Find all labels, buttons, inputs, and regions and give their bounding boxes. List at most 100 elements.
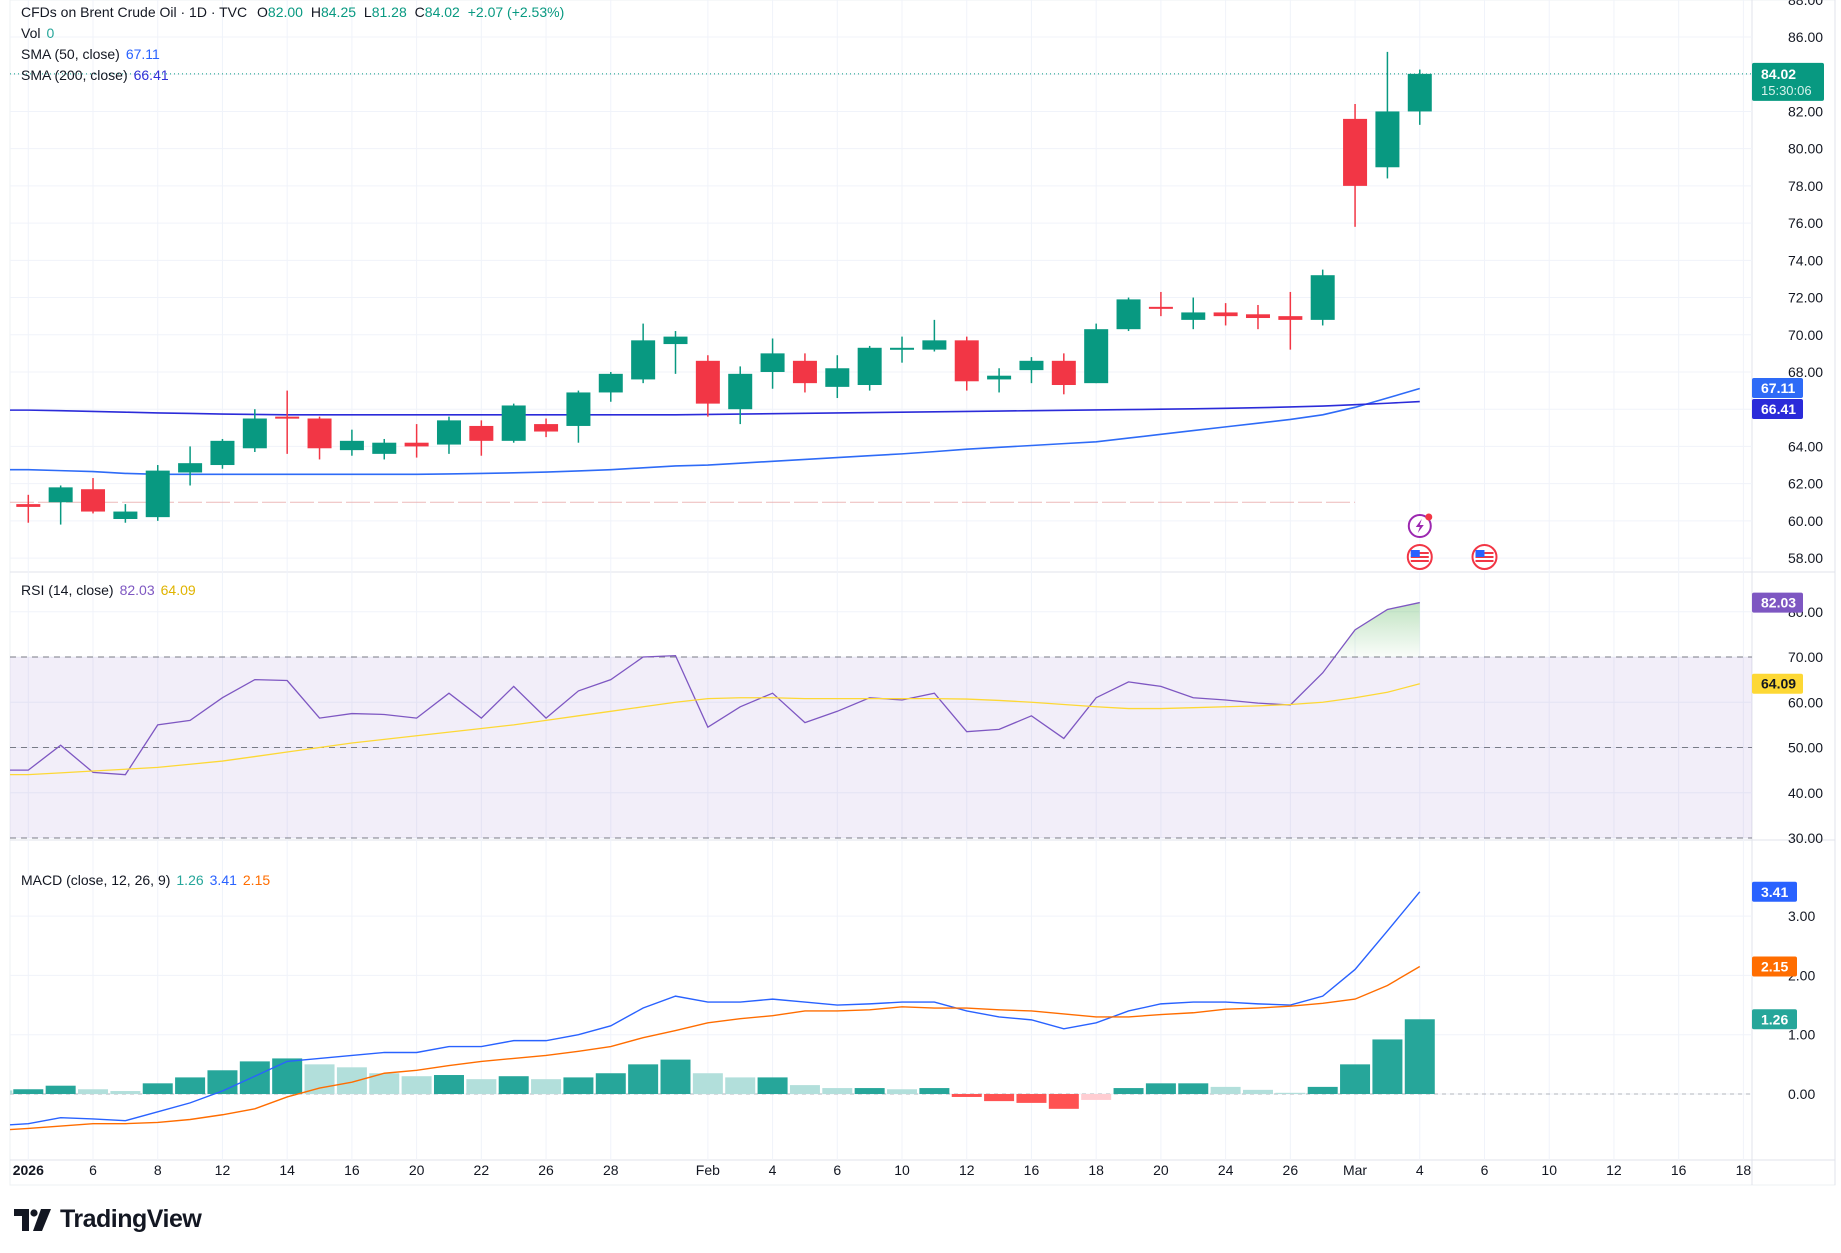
sma200-legend-row[interactable]: SMA (200, close) 66.41	[21, 67, 169, 83]
flag-stripe	[1410, 560, 1429, 562]
sma50-line[interactable]	[10, 387, 1421, 476]
macd-histogram-bar	[498, 1076, 529, 1094]
rsi-legend[interactable]: RSI (14, close) 82.03 64.09	[21, 580, 202, 601]
candle[interactable]	[663, 331, 688, 374]
candle-body	[501, 405, 526, 441]
candle-body	[372, 442, 397, 454]
candle[interactable]	[987, 368, 1012, 393]
macd-axis-badge	[1752, 881, 1797, 902]
last-price-badge[interactable]	[1752, 62, 1824, 101]
price-axis-tick: 62.00	[1788, 476, 1823, 492]
candle[interactable]	[534, 418, 559, 438]
bar-countdown: 15:30:06	[1761, 83, 1812, 98]
macd-histogram-bar	[272, 1058, 303, 1094]
candle[interactable]	[469, 420, 494, 456]
candle[interactable]	[1278, 291, 1303, 350]
time-axis-label: 26	[538, 1162, 554, 1178]
candle[interactable]	[372, 438, 397, 460]
macd-signal-line[interactable]	[9, 965, 1421, 1131]
sma50-legend-row[interactable]: SMA (50, close) 67.11	[21, 46, 160, 62]
candle[interactable]	[1051, 353, 1076, 395]
candle[interactable]	[1084, 323, 1109, 384]
candle[interactable]	[566, 390, 591, 443]
candle[interactable]	[145, 465, 170, 521]
macd-histogram-bar	[1210, 1086, 1241, 1094]
candle[interactable]	[242, 409, 267, 453]
macd-histogram-bar	[757, 1077, 788, 1094]
candle-body	[48, 487, 73, 503]
candle[interactable]	[404, 424, 429, 458]
candle[interactable]	[48, 485, 73, 525]
macd-histogram-bar	[563, 1077, 594, 1094]
candle[interactable]	[1116, 297, 1141, 332]
ohlc-close: C84.02	[414, 4, 460, 20]
us-flag-icon[interactable]	[1406, 544, 1433, 570]
candle[interactable]	[792, 353, 817, 393]
lightning-icon[interactable]	[1407, 513, 1433, 538]
macd-histogram-bar	[433, 1075, 464, 1094]
macd-hist-axis-badge-text: 1.26	[1761, 1011, 1788, 1027]
macd-axis-badge-text: 3.41	[1761, 884, 1788, 900]
candle[interactable]	[81, 478, 106, 514]
candle[interactable]	[501, 403, 526, 443]
candle-body	[178, 463, 203, 473]
candle[interactable]	[1407, 69, 1432, 125]
rsi-ma-line[interactable]	[10, 683, 1420, 776]
candle[interactable]	[760, 338, 785, 389]
candle[interactable]	[339, 429, 364, 456]
time-axis-label: 20	[1153, 1162, 1169, 1178]
candle[interactable]	[1375, 51, 1400, 179]
candle[interactable]	[436, 416, 461, 454]
candle[interactable]	[1310, 269, 1335, 326]
macd-legend[interactable]: MACD (close, 12, 26, 9) 1.26 3.41 2.15	[21, 870, 276, 891]
macd-histogram-bar	[401, 1076, 432, 1094]
volume-legend-row[interactable]: Vol 0	[21, 25, 55, 41]
tradingview-logo[interactable]: TradingView	[14, 1205, 202, 1234]
macd-histogram-bar	[1016, 1094, 1047, 1103]
macd-histogram-bar	[1113, 1088, 1144, 1094]
candle[interactable]	[695, 355, 720, 417]
macd-histogram-bar	[1275, 1092, 1306, 1094]
macd-histogram-bar	[466, 1079, 497, 1094]
candle[interactable]	[890, 336, 915, 363]
candle[interactable]	[1343, 103, 1368, 227]
macd-pane[interactable]	[9, 891, 1752, 1131]
macd-signal-axis-badge	[1752, 956, 1797, 977]
candle[interactable]	[857, 345, 882, 391]
us-flag-icon[interactable]	[1471, 544, 1498, 570]
candle[interactable]	[178, 446, 203, 486]
candle[interactable]	[1148, 291, 1173, 317]
candle[interactable]	[1181, 297, 1206, 330]
time-axis-label: 12	[1606, 1162, 1622, 1178]
candle-body	[695, 360, 720, 404]
candle[interactable]	[1213, 303, 1238, 326]
candle[interactable]	[954, 336, 979, 391]
rsi-line[interactable]	[10, 601, 1420, 776]
macd-line[interactable]	[9, 891, 1421, 1126]
candle[interactable]	[210, 438, 235, 469]
price-legend: CFDs on Brent Crude Oil · 1D · TVC O82.0…	[21, 2, 570, 86]
candle[interactable]	[598, 371, 623, 402]
candle[interactable]	[631, 323, 656, 384]
price-axis-tick: 70.00	[1788, 327, 1823, 343]
candle[interactable]	[1245, 304, 1270, 330]
candle[interactable]	[113, 504, 138, 523]
candle[interactable]	[728, 366, 753, 425]
symbol-legend-row: CFDs on Brent Crude Oil · 1D · TVC O82.0…	[21, 2, 570, 23]
time-axis-label: 18	[1736, 1162, 1752, 1178]
price-axis-tick: 58.00	[1788, 550, 1823, 566]
candle[interactable]	[275, 390, 300, 454]
candle[interactable]	[16, 494, 41, 523]
price-pane[interactable]	[10, 51, 1752, 570]
candle-body	[436, 420, 461, 445]
candle[interactable]	[825, 355, 850, 399]
candle[interactable]	[922, 319, 947, 352]
candle[interactable]	[1019, 357, 1044, 384]
candle[interactable]	[307, 416, 332, 460]
macd-axis-tick: 3.00	[1788, 908, 1815, 924]
macd-histogram-bar	[336, 1067, 367, 1094]
rsi-pane[interactable]	[10, 601, 1752, 839]
symbol-title[interactable]: CFDs on Brent Crude Oil · 1D · TVC	[21, 4, 248, 20]
candle-body	[210, 440, 235, 466]
